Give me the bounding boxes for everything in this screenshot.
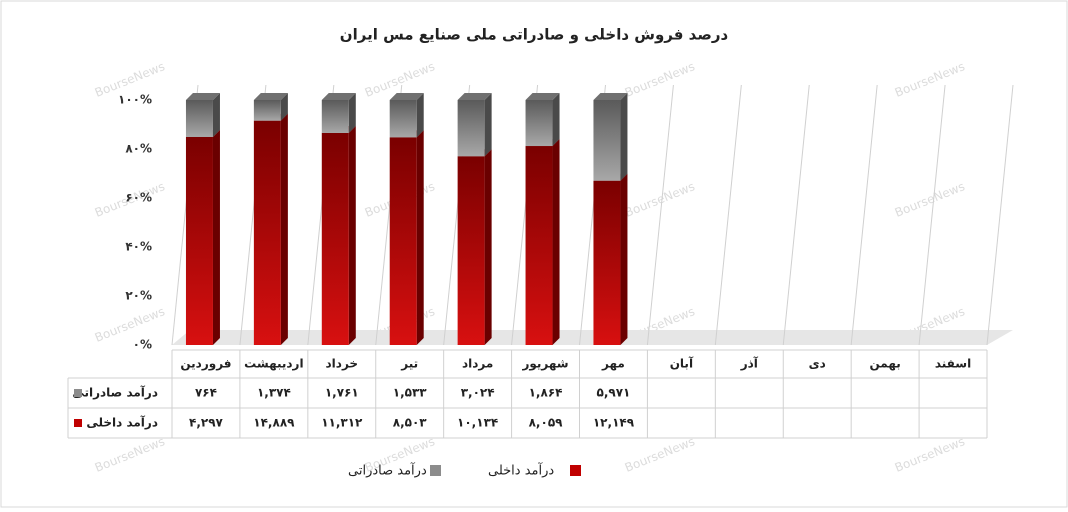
bar: [185, 100, 213, 137]
bar-side: [416, 130, 424, 345]
table-value: ۱,۳۷۴: [257, 386, 291, 400]
table-value: ۱,۷۶۱: [325, 386, 359, 400]
bar-top: [185, 93, 220, 100]
table-value: ۱۲,۱۴۹: [593, 416, 635, 430]
bar-top: [593, 93, 628, 100]
bar: [253, 120, 281, 346]
bar-side: [484, 93, 492, 157]
bar: [321, 100, 349, 134]
bar-side: [212, 93, 220, 137]
x-tick-label: آبان: [670, 356, 694, 371]
bar-side: [620, 93, 628, 181]
legend-label: درآمد صادراتی: [348, 462, 427, 479]
column-divider: [646, 84, 674, 346]
x-tick-label: آذر: [740, 356, 759, 371]
y-tick-label: ۸۰%: [125, 142, 152, 156]
table-value: ۱۴,۸۸۹: [253, 416, 295, 430]
bar-top: [321, 93, 356, 100]
x-tick-label: شهریور: [521, 357, 568, 372]
bar-side: [484, 149, 492, 345]
bar-side: [348, 93, 356, 134]
y-tick-label: ۶۰%: [125, 191, 152, 205]
table-value: ۳,۰۲۴: [461, 386, 495, 400]
bar-top: [457, 93, 492, 100]
table-row-label: درآمد صادراتی: [72, 385, 158, 400]
bar: [253, 100, 281, 121]
column-divider: [986, 84, 1014, 346]
legend-swatch: [430, 465, 441, 476]
bar: [457, 156, 485, 345]
y-tick-label: ۲۰%: [125, 289, 152, 303]
bar-side: [552, 93, 560, 147]
table-value: ۸,۰۵۹: [529, 416, 564, 430]
bar: [525, 146, 553, 345]
table-value: ۱,۸۶۴: [529, 386, 563, 400]
table-value: ۵,۹۷۱: [597, 386, 631, 400]
chart-title: درصد فروش داخلی و صادراتی ملی صنایع مس ا…: [340, 26, 729, 44]
bar: [457, 100, 485, 157]
bar: [525, 100, 553, 147]
x-tick-label: مرداد: [462, 357, 493, 371]
bar: [389, 137, 417, 345]
table-value: ۱,۵۳۳: [393, 386, 428, 400]
bar-top: [253, 93, 288, 100]
x-tick-label: اردیبهشت: [244, 357, 303, 371]
bar-side: [280, 93, 288, 121]
column-divider: [850, 84, 878, 346]
bar-side: [552, 139, 560, 345]
bar-side: [620, 173, 628, 345]
x-tick-label: بهمن: [869, 357, 900, 371]
bar-top: [525, 93, 560, 100]
bar-side: [212, 129, 220, 345]
column-divider: [782, 84, 810, 346]
legend-swatch: [570, 465, 581, 476]
bar-side: [348, 126, 356, 346]
bar-side: [280, 113, 288, 346]
table-value: ۴,۲۹۷: [189, 416, 224, 430]
bar: [593, 100, 621, 181]
column-divider: [918, 84, 946, 346]
floor: [172, 330, 1013, 345]
table-swatch: [74, 419, 82, 427]
x-tick-label: خرداد: [326, 357, 359, 371]
y-tick-label: ۰%: [133, 338, 152, 352]
y-tick-label: ۴۰%: [125, 240, 152, 254]
table-value: ۱۰,۱۳۴: [457, 416, 498, 430]
table-row-label: درآمد داخلی: [86, 415, 158, 430]
x-tick-label: دی: [809, 357, 826, 371]
table-swatch: [74, 389, 82, 397]
column-divider: [714, 84, 742, 346]
legend-label: درآمد داخلی: [488, 462, 554, 479]
bar: [593, 180, 621, 345]
bar-side: [416, 93, 424, 138]
table-value: ۱۱,۳۱۲: [321, 416, 363, 430]
bar: [389, 100, 417, 138]
x-tick-label: تیر: [400, 357, 418, 371]
table-value: ۷۶۴: [195, 386, 217, 400]
bar: [321, 133, 349, 345]
bar-top: [389, 93, 424, 100]
y-tick-label: ۱۰۰%: [118, 93, 152, 107]
x-tick-label: اسفند: [935, 357, 971, 371]
table-value: ۸,۵۰۳: [393, 416, 428, 430]
x-tick-label: مهر: [601, 357, 625, 371]
bar: [185, 136, 213, 345]
x-tick-label: فروردین: [180, 357, 231, 372]
